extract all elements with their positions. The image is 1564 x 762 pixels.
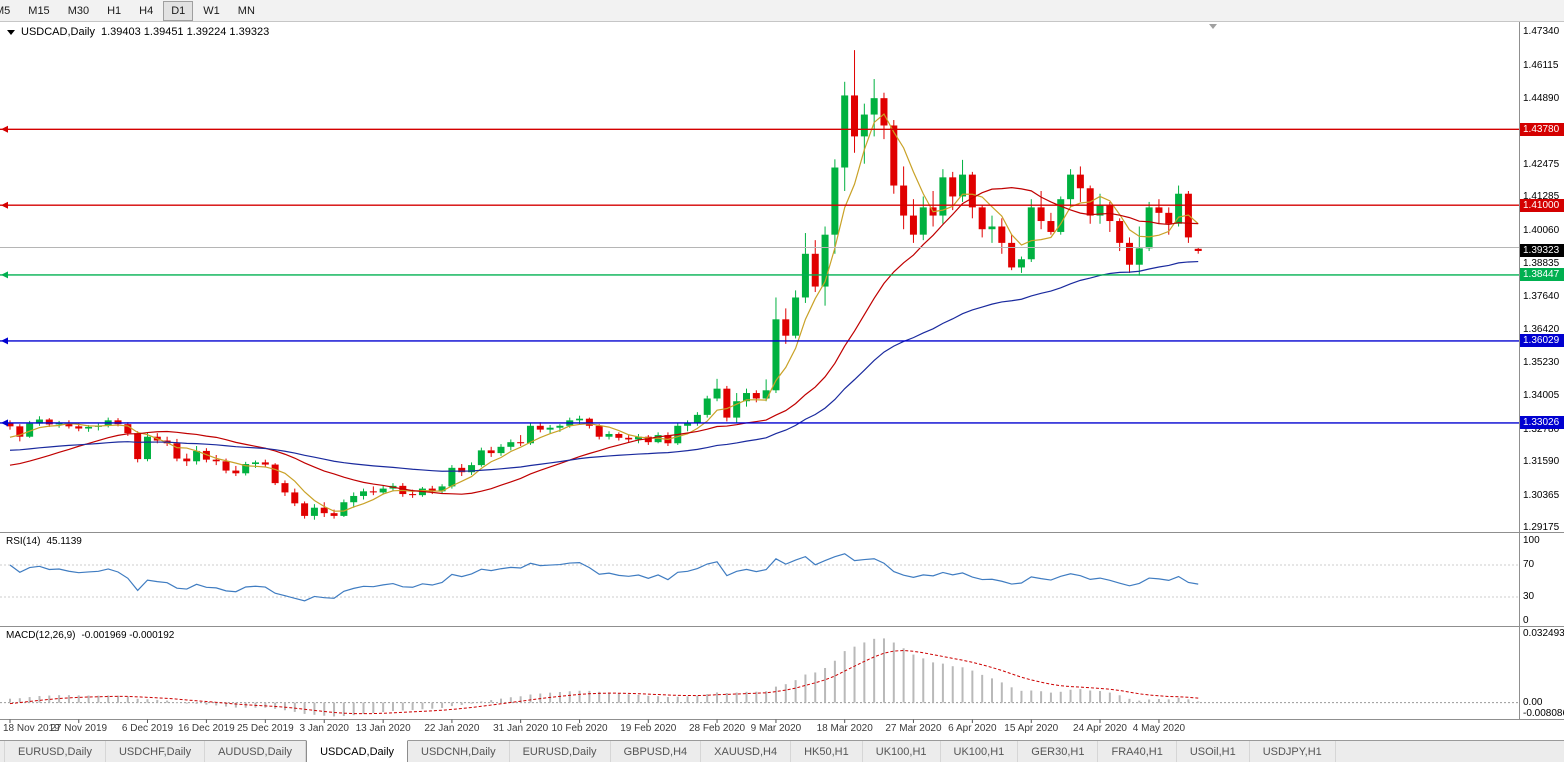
rsi-indicator-label: RSI(14) 45.1139	[6, 536, 82, 547]
chart-tab-audusd-daily[interactable]: AUDUSD,Daily	[205, 741, 307, 762]
chart-tab-usdjpy-h1[interactable]: USDJPY,H1	[1250, 741, 1336, 762]
timeframe-button-w1[interactable]: W1	[203, 4, 220, 17]
timeframe-toolbar: M5 M15 M30 H1 H4 D1 W1 MN	[0, 0, 1564, 22]
timeframe-button-mn[interactable]: MN	[237, 4, 255, 17]
chart-tab-hk50-h1[interactable]: HK50,H1	[791, 741, 863, 762]
chart-tab-xauusd-h4[interactable]: XAUUSD,H4	[701, 741, 792, 762]
timeframe-button-group: M5 M15 M30 H1 H4 D1 W1 MN	[0, 0, 264, 21]
chart-tab-usdchf-daily[interactable]: USDCHF,Daily	[106, 741, 206, 762]
price-axis[interactable]	[1520, 22, 1564, 719]
timeframe-button-m15[interactable]: M15	[28, 4, 50, 17]
rsi-current-value: 45.1139	[46, 536, 82, 547]
chart-tab-uk100-h1[interactable]: UK100,H1	[941, 741, 1019, 762]
timeframe-button-h1[interactable]: H1	[107, 4, 122, 17]
chart-menu-icon	[7, 29, 15, 35]
chart-tab-bar: EURUSD,Daily USDCHF,Daily AUDUSD,Daily USDC…	[0, 740, 1564, 762]
chart-tab-usdcad-daily[interactable]: USDCAD,Daily	[306, 740, 409, 762]
chart-ohlc-values: 1.39403 1.39451 1.39224 1.39323	[100, 26, 270, 38]
rsi-name: RSI(14)	[6, 536, 41, 547]
time-axis[interactable]	[0, 720, 1519, 740]
chart-tab-ger30-h1[interactable]: GER30,H1	[1018, 741, 1099, 762]
timeframe-button-h4[interactable]: H4	[139, 4, 154, 17]
chart-symbol-label: USDCAD,Daily	[21, 26, 95, 38]
timeframe-button-m30[interactable]: M30	[67, 4, 90, 17]
timeframe-button-m5[interactable]: M5	[0, 4, 11, 17]
chart-tab-usdcnh-daily[interactable]: USDCNH,Daily	[408, 741, 510, 762]
chart-title: USDCAD,Daily 1.39403 1.39451 1.39224 1.3…	[7, 26, 269, 38]
chart-tab-eurusd-daily[interactable]: EURUSD,Daily	[510, 741, 611, 762]
timeframe-button-d1[interactable]: D1	[163, 0, 194, 21]
macd-name: MACD(12,26,9)	[6, 630, 76, 641]
chart-tab-usoil-h1[interactable]: USOil,H1	[1177, 741, 1250, 762]
chart-tab-gbpusd-h4[interactable]: GBPUSD,H4	[611, 741, 702, 762]
chart-tab-fra40-h1[interactable]: FRA40,H1	[1098, 741, 1177, 762]
macd-current-values: -0.001969 -0.000192	[81, 630, 175, 641]
chart-tab-eurusd-daily[interactable]: EURUSD,Daily	[4, 741, 106, 762]
chart-tab-uk100-h1[interactable]: UK100,H1	[863, 741, 941, 762]
macd-indicator-label: MACD(12,26,9) -0.001969 -0.000192	[6, 630, 174, 641]
